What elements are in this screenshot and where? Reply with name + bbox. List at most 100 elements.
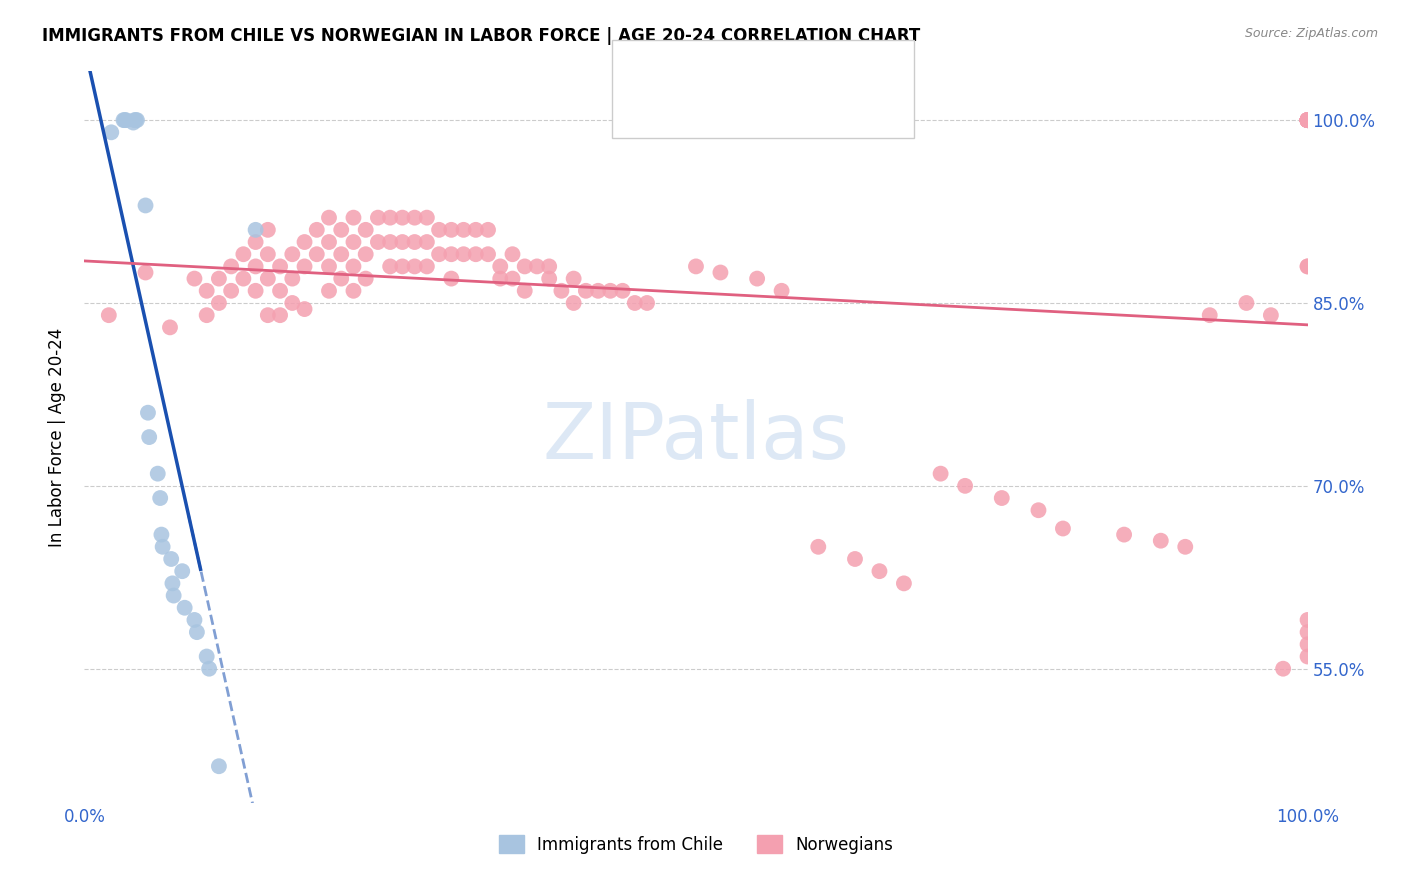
Point	[183, 613, 205, 627]
Point	[160, 552, 183, 566]
Point	[747, 271, 769, 285]
Point	[404, 260, 426, 274]
Point	[1296, 637, 1319, 651]
Point	[146, 467, 169, 481]
Point	[183, 271, 205, 285]
Point	[440, 247, 463, 261]
Point	[152, 540, 174, 554]
Point	[1272, 662, 1295, 676]
Point	[685, 260, 707, 274]
Point	[624, 296, 647, 310]
Point	[1296, 113, 1319, 128]
Point	[1052, 521, 1074, 535]
Point	[330, 247, 353, 261]
Point	[257, 308, 280, 322]
Point	[186, 625, 208, 640]
Point	[318, 260, 340, 274]
Point	[1296, 113, 1319, 128]
Point	[427, 247, 450, 261]
Point	[1260, 308, 1282, 322]
Legend: Immigrants from Chile, Norwegians: Immigrants from Chile, Norwegians	[492, 829, 900, 860]
Point	[538, 260, 561, 274]
Point	[502, 271, 524, 285]
Point	[526, 260, 548, 274]
Point	[440, 271, 463, 285]
Point	[232, 247, 254, 261]
Point	[245, 260, 267, 274]
Point	[125, 113, 148, 128]
Point	[440, 223, 463, 237]
Point	[1296, 113, 1319, 128]
Point	[112, 113, 135, 128]
Point	[869, 564, 891, 578]
Point	[477, 247, 499, 261]
Point	[464, 247, 486, 261]
Point	[1296, 113, 1319, 128]
Point	[1296, 113, 1319, 128]
Point	[269, 308, 291, 322]
Point	[1296, 113, 1319, 128]
Point	[354, 271, 377, 285]
Point	[709, 265, 731, 279]
Point	[453, 223, 475, 237]
Point	[562, 296, 585, 310]
Point	[232, 271, 254, 285]
Y-axis label: In Labor Force | Age 20-24: In Labor Force | Age 20-24	[48, 327, 66, 547]
Point	[1296, 260, 1319, 274]
Text: 26: 26	[851, 60, 872, 75]
Point	[172, 564, 194, 578]
Point	[367, 235, 389, 249]
Point	[391, 235, 413, 249]
Point	[929, 467, 952, 481]
Text: 129: 129	[851, 103, 882, 119]
Point	[318, 211, 340, 225]
Text: Source: ZipAtlas.com: Source: ZipAtlas.com	[1244, 27, 1378, 40]
Point	[162, 576, 184, 591]
Point	[1296, 113, 1319, 128]
Bar	[626, 52, 658, 83]
Point	[1198, 308, 1220, 322]
Point	[245, 223, 267, 237]
Point	[208, 296, 231, 310]
Point	[550, 284, 572, 298]
Point	[1174, 540, 1197, 554]
Point	[391, 260, 413, 274]
Point	[195, 308, 218, 322]
Point	[489, 260, 512, 274]
Point	[1296, 113, 1319, 128]
Point	[844, 552, 866, 566]
Point	[477, 223, 499, 237]
Point	[1236, 296, 1258, 310]
Point	[281, 271, 304, 285]
Point	[354, 247, 377, 261]
Point	[245, 235, 267, 249]
Point	[1296, 260, 1319, 274]
Point	[342, 235, 364, 249]
Point	[404, 235, 426, 249]
Point	[342, 284, 364, 298]
Point	[173, 600, 195, 615]
Point	[281, 247, 304, 261]
Point	[125, 113, 148, 128]
Point	[893, 576, 915, 591]
Point	[294, 260, 316, 274]
Point	[612, 284, 634, 298]
Point	[208, 271, 231, 285]
Point	[115, 113, 138, 128]
Point	[318, 284, 340, 298]
Text: N =: N =	[797, 60, 831, 75]
Point	[586, 284, 609, 298]
Point	[1296, 649, 1319, 664]
Text: R =: R =	[669, 103, 703, 119]
Point	[124, 113, 146, 128]
Point	[1296, 113, 1319, 128]
Point	[281, 296, 304, 310]
Point	[135, 198, 157, 212]
Point	[391, 211, 413, 225]
Point	[163, 589, 186, 603]
Point	[114, 113, 136, 128]
Text: N =: N =	[797, 103, 831, 119]
Point	[538, 271, 561, 285]
Point	[770, 284, 793, 298]
Point	[502, 247, 524, 261]
